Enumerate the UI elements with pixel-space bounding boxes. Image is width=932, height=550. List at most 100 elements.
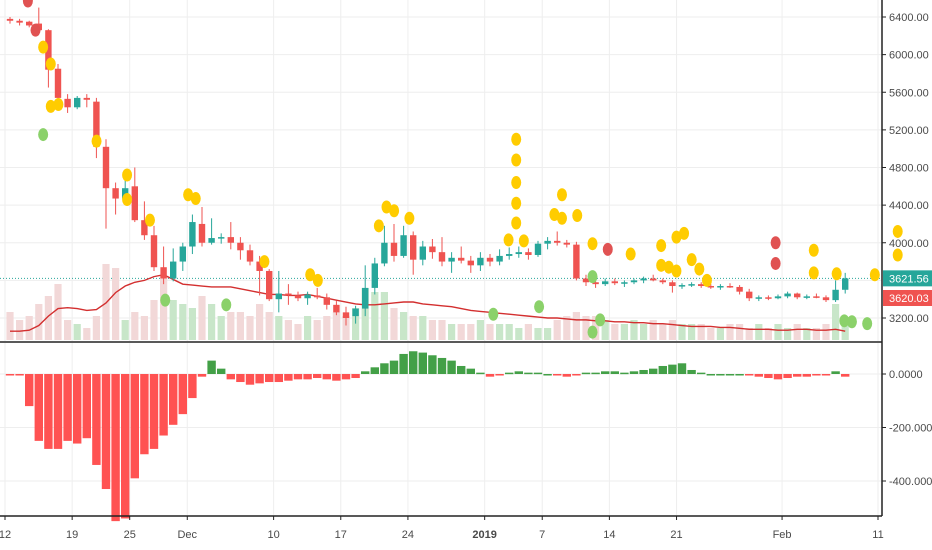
price-tick-label: 3200.00: [889, 313, 929, 325]
oscillator-bar: [543, 374, 552, 376]
signal-marker: [694, 262, 705, 276]
oscillator-bar: [572, 374, 581, 376]
volume-bar: [323, 316, 331, 340]
candle-body: [400, 235, 407, 256]
oscillator-bar: [821, 374, 831, 376]
oscillator-bar: [754, 374, 763, 377]
candle-body: [746, 291, 753, 299]
candle-body: [131, 186, 138, 221]
oscillator-bar: [274, 374, 283, 383]
oscillator-bar: [255, 374, 264, 384]
last-price-badge: [883, 270, 932, 287]
candlesticks[interactable]: [6, 7, 849, 326]
oscillator-axis[interactable]: 0.0000 -200.0000 -400.0000: [882, 369, 932, 488]
volume-bar: [371, 292, 379, 340]
oscillator-bar: [745, 374, 754, 376]
candle-body: [304, 294, 311, 299]
signal-marker: [160, 293, 171, 307]
oscillator-bar: [197, 374, 207, 377]
signal-marker: [259, 255, 270, 269]
signal-marker: [770, 256, 781, 270]
time-tick-label: 7: [539, 529, 545, 541]
oscillator-bar: [111, 374, 120, 522]
signal-marker: [869, 268, 880, 282]
osc-tick-label: -200.0000: [889, 423, 932, 435]
oscillator-bar: [812, 374, 821, 376]
volume-bar: [380, 292, 388, 340]
price-tick-label: 4400.00: [889, 200, 929, 212]
oscillator-bar: [149, 374, 159, 449]
volume-bar: [553, 320, 561, 340]
volume-bar: [83, 328, 91, 340]
candle-body: [189, 222, 196, 247]
oscillator-bar: [783, 374, 792, 379]
oscillator-bar: [706, 374, 715, 376]
oscillator-bar: [44, 374, 53, 449]
volume-bar: [284, 320, 292, 340]
signal-marker: [91, 134, 102, 148]
volume-bar: [659, 324, 667, 340]
oscillator-bar: [169, 374, 178, 425]
candle-body: [352, 308, 359, 317]
oscillator-bar: [159, 374, 168, 436]
signal-marker: [701, 273, 712, 287]
candle-body: [765, 297, 772, 299]
signal-marker: [839, 314, 850, 328]
candle-body: [486, 257, 494, 262]
candle-body: [659, 280, 666, 283]
candle-body: [390, 242, 398, 256]
oscillator-bar: [332, 374, 341, 381]
volume-bar: [755, 324, 763, 340]
time-axis[interactable]: 12 19 25 Dec 10 17 24 2019 7 14 21 Feb 11: [0, 516, 884, 541]
price-tick-label: 6000.00: [889, 50, 929, 62]
signal-marker: [892, 224, 903, 238]
signal-marker: [511, 176, 522, 190]
candle-body: [208, 238, 215, 243]
candle-body: [410, 235, 417, 260]
oscillator-bar: [562, 374, 571, 377]
signal-marker: [671, 264, 682, 278]
candle-body: [448, 257, 455, 262]
signal-marker: [45, 99, 56, 113]
candle-body: [323, 297, 330, 305]
volume-bar: [601, 320, 609, 340]
volume-bar: [342, 316, 350, 340]
oscillator-bar: [716, 374, 725, 376]
volume-bar: [352, 308, 360, 340]
oscillator-bar: [553, 374, 562, 376]
signal-marker: [503, 233, 514, 247]
volume-bar: [16, 320, 24, 340]
signal-marker: [556, 211, 567, 225]
oscillator-bar: [725, 374, 735, 376]
signal-marker: [183, 188, 194, 202]
candle-body: [650, 278, 657, 281]
oscillator-bar: [178, 374, 187, 415]
oscillator-bar: [409, 351, 418, 374]
candle-body: [534, 243, 542, 255]
oscillator-bar: [495, 374, 504, 376]
oscillator-bar: [188, 374, 197, 399]
candle-body: [285, 293, 292, 296]
price-axis[interactable]: 6400.00 6000.00 5600.00 5200.00 4800.00 4400.…: [882, 12, 932, 325]
oscillator-bar: [610, 371, 619, 374]
oscillator-bar: [303, 374, 312, 380]
candle-body: [122, 188, 129, 199]
oscillator-bar: [601, 371, 610, 374]
volume-bars: [6, 264, 849, 340]
signal-marker: [808, 266, 819, 280]
candle-body: [698, 284, 705, 287]
volume-bar: [35, 304, 43, 340]
signal-marker: [572, 208, 583, 222]
candle-body: [573, 244, 580, 279]
candle-body: [467, 260, 474, 266]
signal-marker: [663, 260, 674, 274]
price-tick-label: 5200.00: [889, 125, 929, 137]
volume-bar: [716, 328, 724, 340]
price-tick-label: 6400.00: [889, 12, 929, 24]
candle-body: [630, 280, 638, 283]
signal-marker: [511, 216, 522, 230]
oscillator-bar: [639, 369, 648, 374]
volume-bar: [150, 300, 158, 340]
volume-bar: [649, 320, 657, 340]
